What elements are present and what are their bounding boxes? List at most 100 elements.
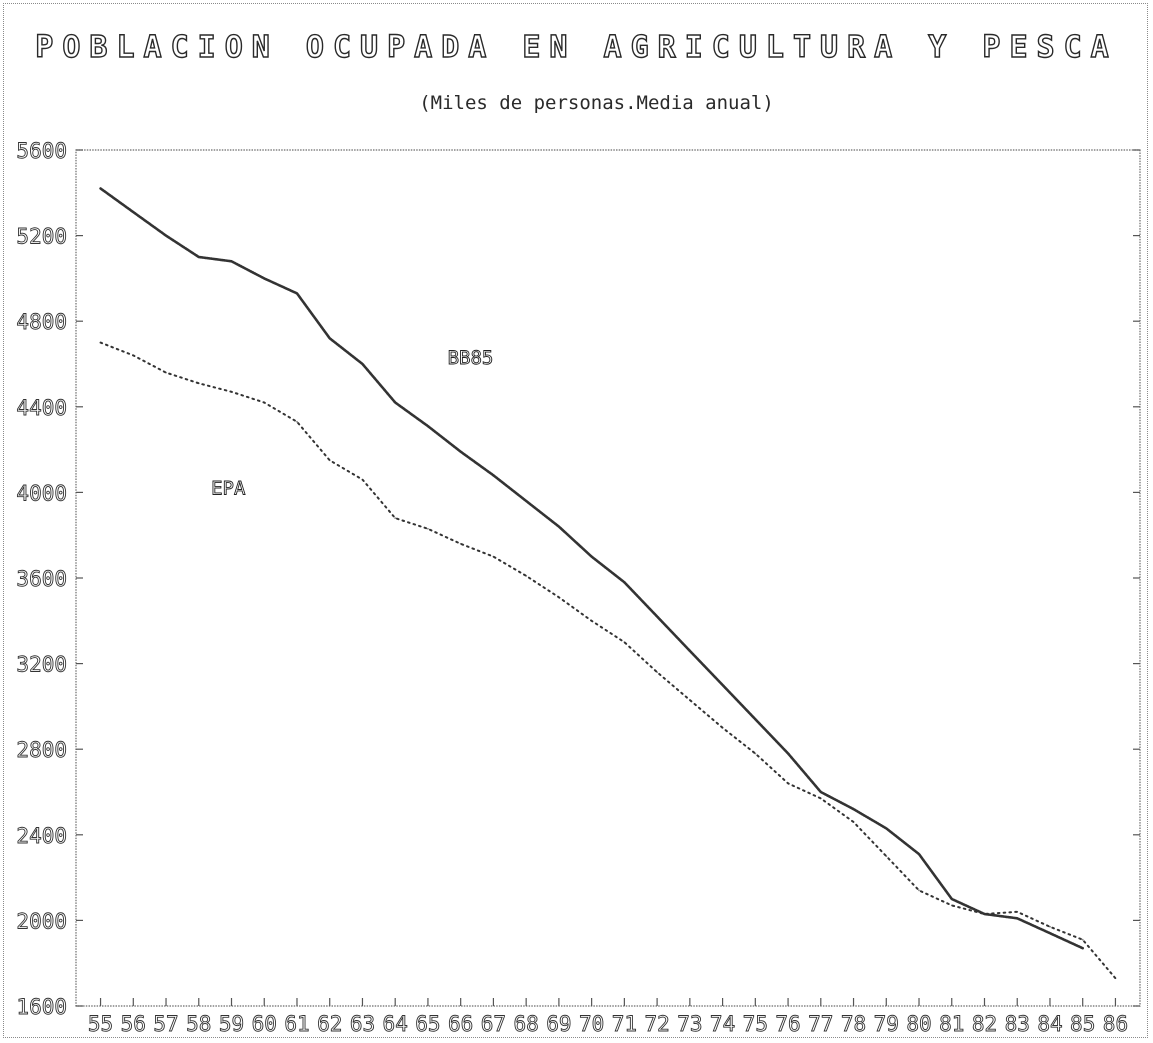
data-point-epa <box>623 641 626 644</box>
data-point-epa <box>394 517 397 519</box>
x-tick-label: 61 <box>284 1012 309 1036</box>
data-point-epa <box>328 459 331 462</box>
x-tick-label: 60 <box>252 1012 277 1036</box>
data-point-bb85 <box>197 256 200 258</box>
data-point-epa <box>787 782 789 785</box>
x-tick-label: 79 <box>874 1012 899 1036</box>
x-tick-label: 63 <box>350 1012 375 1036</box>
x-tick-label: 66 <box>448 1012 473 1036</box>
data-point-epa <box>492 555 495 558</box>
y-tick-label: 5600 <box>16 139 67 163</box>
data-point-epa <box>950 904 953 907</box>
data-point-bb85 <box>263 277 266 280</box>
y-tick-label: 4800 <box>16 310 67 334</box>
x-tick-label: 59 <box>219 1012 244 1036</box>
data-point-bb85 <box>656 615 658 618</box>
x-tick-label: 78 <box>841 1012 866 1036</box>
data-point-epa <box>197 382 200 385</box>
x-tick-label: 57 <box>153 1012 178 1036</box>
y-tick-label: 2400 <box>16 824 67 848</box>
data-point-epa <box>361 478 364 481</box>
data-point-epa <box>754 752 757 755</box>
x-tick-label: 58 <box>186 1012 211 1036</box>
data-point-epa <box>885 855 888 858</box>
data-point-epa <box>983 913 986 915</box>
data-point-epa <box>459 542 462 545</box>
data-point-bb85 <box>492 474 495 477</box>
data-point-bb85 <box>623 581 626 584</box>
x-tick-label: 68 <box>514 1012 539 1036</box>
data-point-bb85 <box>787 752 789 755</box>
x-tick-label: 84 <box>1037 1012 1062 1036</box>
data-point-bb85 <box>525 500 528 502</box>
data-point-bb85 <box>361 363 364 365</box>
data-point-epa <box>1016 910 1019 913</box>
data-point-bb85 <box>132 211 135 214</box>
data-point-epa <box>1049 925 1051 928</box>
data-point-bb85 <box>819 791 822 793</box>
x-tick-label: 55 <box>88 1012 113 1036</box>
x-tick-label: 64 <box>383 1012 408 1036</box>
chart-title: POBLACION OCUPADA EN AGRICULTURA Y PESCA <box>35 29 1118 65</box>
data-point-epa <box>1081 938 1084 941</box>
x-tick-label: 83 <box>1005 1012 1030 1036</box>
series-line-bb85 <box>99 187 1084 950</box>
data-point-bb85 <box>721 684 724 686</box>
y-axis: 5600 5200 4800 4400 4000 3600 3200 2800 2400 2000… <box>16 139 1140 1019</box>
data-point-bb85 <box>1081 947 1084 950</box>
data-point-epa <box>688 699 691 701</box>
data-point-bb85 <box>852 808 855 810</box>
x-tick-label: 82 <box>972 1012 997 1036</box>
data-point-epa <box>918 889 920 892</box>
data-point-epa <box>819 797 822 800</box>
series-line-epa <box>99 341 1117 980</box>
x-tick-label: 69 <box>546 1012 571 1036</box>
chart-subtitle: (Miles de personas.Media anual) <box>419 92 774 114</box>
data-point-bb85 <box>1016 917 1019 920</box>
x-tick-label: 85 <box>1070 1012 1095 1036</box>
data-point-bb85 <box>918 853 920 855</box>
data-point-epa <box>263 401 266 404</box>
x-axis: 55 56 57 58 59 60 61 62 63 64 65 66 67 68 69 70 71 72 73 74… <box>87 998 1129 1036</box>
data-point-epa <box>721 726 724 729</box>
data-point-epa <box>852 821 855 823</box>
x-tick-label: 72 <box>644 1012 669 1036</box>
data-point-epa <box>525 575 528 577</box>
data-point-bb85 <box>328 337 331 340</box>
y-tick-label: 2000 <box>16 909 67 933</box>
data-point-epa <box>1114 977 1117 980</box>
y-tick-label: 5200 <box>16 225 67 249</box>
data-point-bb85 <box>296 292 298 295</box>
y-tick-label: 1600 <box>16 995 67 1019</box>
series-label-epa: EPA <box>211 478 246 500</box>
y-tick-label: 4400 <box>16 396 67 420</box>
data-point-bb85 <box>1049 932 1051 935</box>
data-point-bb85 <box>885 827 888 830</box>
x-tick-label: 81 <box>939 1012 964 1036</box>
x-tick-label: 73 <box>677 1012 702 1036</box>
data-point-epa <box>558 596 560 599</box>
data-point-bb85 <box>558 525 560 528</box>
data-point-epa <box>296 420 298 423</box>
x-tick-label: 67 <box>481 1012 506 1036</box>
x-tick-label: 56 <box>121 1012 146 1036</box>
data-point-bb85 <box>427 425 429 427</box>
x-tick-label: 76 <box>775 1012 800 1036</box>
data-point-bb85 <box>590 555 593 558</box>
data-point-bb85 <box>99 187 102 190</box>
x-tick-label: 80 <box>906 1012 931 1036</box>
chart-frame <box>3 3 1148 1038</box>
x-tick-label: 65 <box>415 1012 440 1036</box>
annotation-layer: BB85 EPA <box>211 347 494 500</box>
data-point-epa <box>165 371 167 374</box>
x-tick-label: 75 <box>743 1012 768 1036</box>
x-tick-label: 74 <box>710 1012 735 1036</box>
data-point-epa <box>590 619 593 622</box>
x-tick-label: 71 <box>612 1012 637 1036</box>
data-point-bb85 <box>754 718 757 721</box>
data-point-epa <box>132 354 135 357</box>
series-layer <box>99 187 1117 980</box>
x-tick-label: 62 <box>317 1012 342 1036</box>
data-point-bb85 <box>459 450 462 453</box>
